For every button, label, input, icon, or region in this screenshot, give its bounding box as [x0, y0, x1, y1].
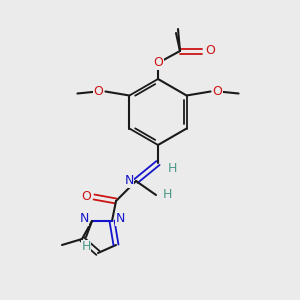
Text: O: O [94, 85, 103, 98]
Text: H: H [167, 163, 177, 176]
Text: O: O [81, 190, 91, 203]
Text: O: O [205, 44, 215, 58]
Text: H: H [81, 241, 91, 254]
Text: N: N [115, 212, 125, 226]
Text: O: O [153, 56, 163, 70]
Text: H: H [162, 188, 172, 202]
Text: N: N [79, 212, 89, 226]
Text: O: O [213, 85, 223, 98]
Text: N: N [124, 175, 134, 188]
